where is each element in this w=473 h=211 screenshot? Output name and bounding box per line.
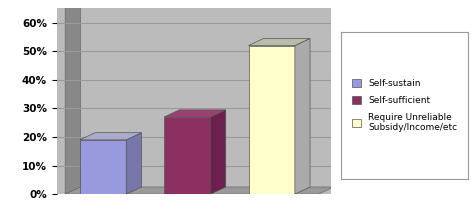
Polygon shape — [80, 133, 141, 140]
Polygon shape — [65, 187, 333, 194]
Polygon shape — [80, 140, 126, 194]
Legend: Self-sustain, Self-sufficient, Require Unreliable
Subsidy/Income/etc: Self-sustain, Self-sufficient, Require U… — [347, 74, 462, 137]
Polygon shape — [248, 38, 310, 46]
Polygon shape — [210, 110, 226, 194]
Polygon shape — [164, 110, 226, 117]
Polygon shape — [295, 38, 310, 194]
Polygon shape — [248, 46, 295, 194]
Polygon shape — [65, 1, 80, 194]
Polygon shape — [126, 133, 141, 194]
Polygon shape — [164, 117, 210, 194]
